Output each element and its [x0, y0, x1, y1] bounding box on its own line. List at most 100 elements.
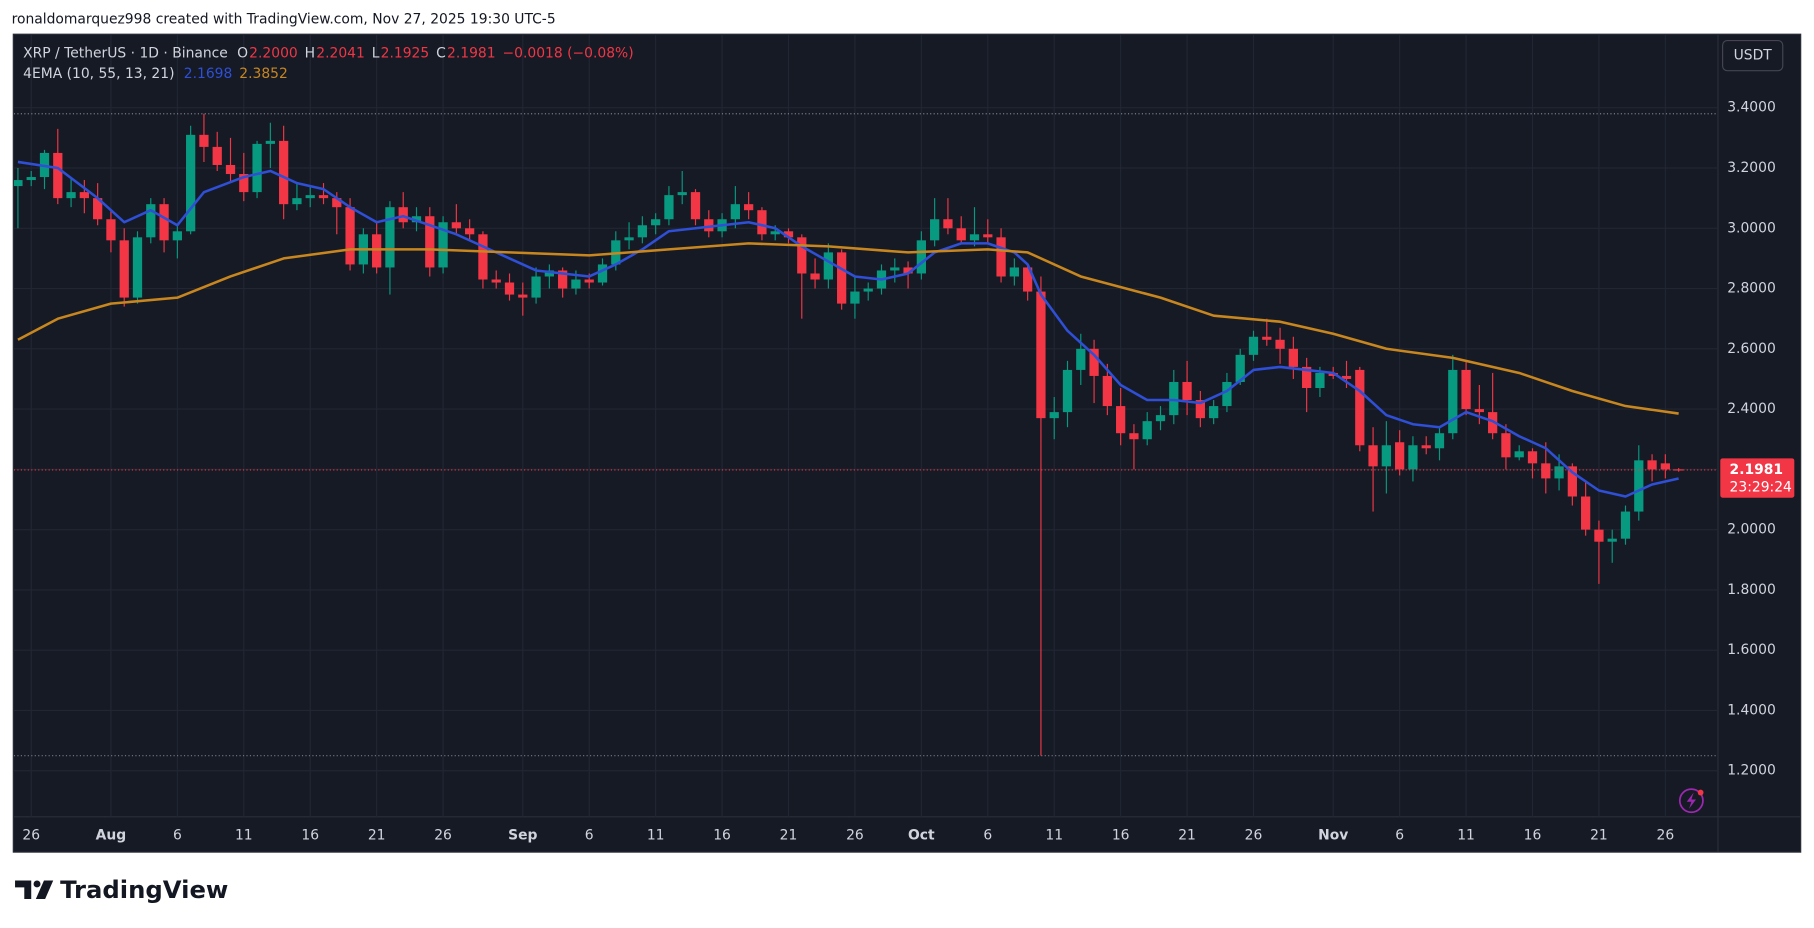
candle-body — [810, 273, 820, 280]
header-text: C — [436, 45, 446, 61]
y-tick-label: 3.0000 — [1727, 220, 1776, 236]
candle-body — [1275, 339, 1285, 349]
candle-body — [385, 207, 395, 268]
brand: TradingView — [60, 875, 228, 904]
candle-body — [1368, 445, 1378, 467]
candle-body — [93, 198, 103, 220]
y-tick-label: 1.6000 — [1727, 642, 1776, 658]
candle-body — [730, 204, 740, 220]
currency[interactable]: USDT — [1734, 48, 1773, 64]
candle-body — [26, 177, 36, 181]
candle-body — [265, 140, 275, 144]
candle-body — [531, 276, 541, 298]
candle-body — [916, 240, 926, 274]
candle-body — [106, 219, 116, 241]
candle-body — [1341, 375, 1352, 379]
countdown: 23:29:24 — [1730, 479, 1792, 495]
candle-body — [1421, 445, 1431, 449]
candle-body — [172, 231, 182, 241]
candle-body — [903, 267, 913, 274]
ema-line — [17, 242, 1679, 415]
candle-body — [1581, 496, 1591, 530]
candle-body — [597, 264, 608, 283]
candle-body — [1023, 267, 1033, 292]
header-text: H — [305, 45, 315, 61]
candle-body — [1062, 369, 1073, 413]
x-tick-label: 11 — [1457, 827, 1475, 843]
candle-body — [491, 279, 501, 283]
candle-body — [1501, 433, 1511, 458]
header-text: L — [372, 45, 380, 61]
x-tick-label: 16 — [1524, 827, 1542, 843]
candle-body — [345, 207, 355, 265]
y-tick-label: 2.0000 — [1727, 522, 1776, 538]
candle-body — [53, 152, 63, 199]
candle-body — [584, 279, 594, 283]
candle-body — [850, 291, 860, 304]
x-tick-label: 11 — [647, 827, 665, 843]
candle-body — [823, 252, 833, 280]
candle-body — [956, 228, 966, 241]
currency-button[interactable] — [1722, 40, 1784, 72]
plot — [13, 113, 1718, 757]
candle-body — [1381, 445, 1391, 467]
candle-body — [1169, 381, 1179, 416]
candle-body — [797, 237, 807, 274]
candle-body — [1102, 375, 1112, 407]
x-tick-label: 26 — [434, 827, 452, 843]
candle-body — [146, 204, 156, 238]
candle-body — [518, 294, 528, 298]
header-text: 2.1925 — [381, 45, 430, 61]
candle-body — [225, 164, 236, 175]
credit: ronaldomarquez998 created with TradingVi… — [12, 12, 556, 28]
candle-body — [425, 216, 435, 268]
candle-body — [318, 195, 329, 199]
candle-body — [478, 234, 488, 280]
candle-body — [1541, 463, 1551, 479]
candle-body — [159, 204, 169, 241]
candle-body — [757, 210, 767, 235]
header-text: 2.2000 — [249, 45, 298, 61]
candle-body — [1554, 466, 1564, 479]
candle-body — [239, 174, 249, 193]
lightning-icon[interactable] — [1678, 788, 1704, 814]
candle-body — [1209, 406, 1219, 419]
candle-body — [690, 192, 701, 220]
indicator-title: 4EMA (10, 55, 13, 21) — [23, 66, 174, 82]
candle-body — [1395, 442, 1405, 470]
candle-body — [504, 282, 515, 295]
candle-body — [890, 267, 900, 271]
y-tick-label: 3.4000 — [1727, 100, 1776, 116]
candle-body — [704, 219, 714, 232]
y-tick-label: 1.4000 — [1727, 702, 1776, 718]
header-text: O — [237, 45, 248, 61]
candle-body — [1116, 406, 1126, 434]
candle-body — [119, 240, 129, 298]
candle-body — [1262, 336, 1272, 340]
indicator-value: 2.1698 — [184, 66, 233, 82]
candle-body — [624, 237, 634, 241]
x-tick-label: 26 — [1657, 827, 1675, 843]
candle-body — [1474, 409, 1484, 413]
y-tick-label: 2.4000 — [1727, 401, 1776, 417]
header-text: −0.0018 (−0.08%) — [503, 45, 634, 61]
candle-body — [558, 270, 568, 289]
candle-body — [1660, 463, 1670, 470]
candle-body — [837, 252, 847, 304]
candle-body — [212, 146, 222, 165]
candle-body — [66, 192, 76, 199]
candle-body — [1049, 412, 1059, 419]
labels: XRP / TetherUS · 1D · Binance O 2.2000 H 2.2… — [22, 45, 1795, 843]
candle-body — [1288, 348, 1298, 367]
candle-body — [1182, 381, 1192, 401]
header-text: 2.1981 — [447, 45, 496, 61]
candle-body — [930, 219, 940, 241]
x-tick-label: Oct — [908, 827, 935, 843]
candle-body — [465, 228, 475, 235]
candle-body — [783, 231, 794, 238]
grid — [13, 34, 1718, 817]
candle-body — [1461, 369, 1471, 410]
candle-body — [1009, 267, 1019, 277]
candle-body — [1076, 348, 1086, 370]
